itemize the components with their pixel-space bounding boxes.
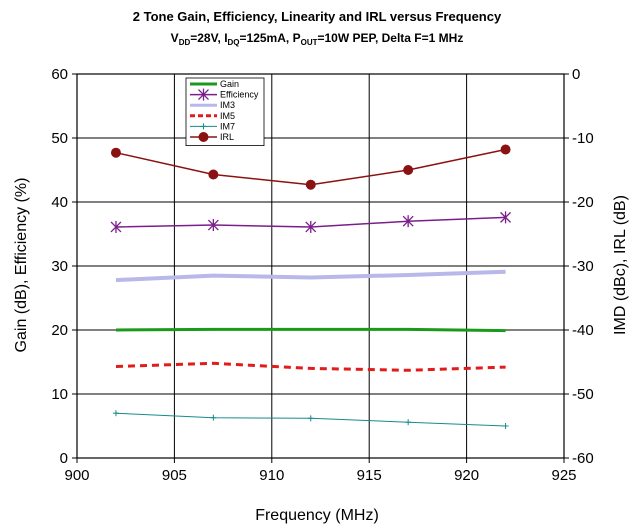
data-point-im7 [112, 410, 119, 417]
legend-label-im5: IM5 [220, 111, 235, 121]
legend-marker-im7 [200, 123, 207, 130]
data-point-efficiency [500, 211, 512, 224]
subtitle-vdd: V [171, 31, 179, 45]
x-tick-label: 915 [357, 467, 382, 484]
data-point-im7 [502, 423, 509, 429]
y-left-tick-label: 30 [51, 258, 68, 275]
data-point-efficiency [305, 220, 317, 233]
y-right-tick-label: -40 [572, 322, 594, 339]
legend-label-efficiency: Efficiency [220, 90, 259, 100]
data-point-im7 [307, 415, 314, 422]
x-tick-label: 910 [259, 467, 284, 484]
data-point-im7 [405, 419, 412, 426]
subtitle-vdd-rest: =28V, [190, 31, 224, 45]
subtitle-pout: P [293, 31, 301, 45]
legend-label-irl: IRL [220, 132, 234, 142]
series-layer [110, 144, 512, 429]
y-right-tick-label: -50 [572, 386, 594, 403]
y-axis-title-right: IMD (dBc), IRL (dB) [612, 195, 629, 335]
subtitle-vdd-sub: DD [179, 38, 191, 47]
subtitle-pout-rest: =10W PEP, Delta F=1 MHz [317, 31, 463, 45]
subtitle-idq-sub: DQ [228, 38, 240, 47]
grid [77, 74, 564, 458]
subtitle-idq: I [224, 31, 227, 45]
legend-marker-efficiency [198, 88, 209, 101]
y-right-tick-label: -60 [572, 450, 594, 467]
y-left-tick-label: 40 [51, 194, 68, 211]
data-point-irl [500, 144, 511, 155]
legend-label-im7: IM7 [220, 121, 235, 131]
data-point-im7 [210, 414, 217, 421]
chart-title: 2 Tone Gain, Efficiency, Linearity and I… [133, 9, 502, 24]
data-point-efficiency [110, 220, 122, 233]
series-line-im5 [115, 361, 506, 372]
data-point-irl [403, 165, 414, 175]
x-tick-label: 920 [454, 467, 479, 484]
chart-subtitle: VDD=28V, IDQ=125mA, POUT=10W PEP, Delta … [171, 31, 464, 47]
y-left-tick-label: 60 [51, 66, 68, 83]
y-right-tick-label: -20 [572, 194, 594, 211]
subtitle-idq-rest: =125mA, [240, 31, 293, 45]
legend-marker-irl [198, 132, 209, 142]
legend-label-im3: IM3 [220, 100, 235, 110]
y-axis-title-left: Gain (dB), Efficiency (%) [13, 178, 30, 353]
subtitle-pout-sub: OUT [301, 38, 318, 47]
data-point-irl [305, 179, 316, 190]
series-line-im3 [115, 269, 506, 283]
x-axis-title: Frequency (MHz) [255, 507, 379, 524]
y-left-tick-label: 10 [51, 386, 68, 403]
data-point-irl [208, 169, 219, 180]
x-tick-label: 905 [162, 467, 187, 484]
y-right-tick-label: -30 [572, 258, 594, 275]
x-tick-label: 900 [64, 467, 89, 484]
y-left-tick-label: 0 [60, 450, 68, 467]
y-left-tick-label: 50 [51, 130, 68, 147]
y-left-tick-label: 20 [51, 322, 68, 339]
y-right-tick-label: -10 [572, 130, 594, 147]
legend-label-gain: Gain [220, 79, 239, 89]
y-right-tick-label: 0 [572, 66, 580, 83]
x-tick-label: 925 [551, 467, 576, 484]
data-point-efficiency [402, 215, 414, 228]
data-point-irl [110, 147, 121, 158]
series-line-gain [115, 327, 506, 333]
data-point-efficiency [207, 219, 219, 232]
ticks: 900 905 910 915 920 925 0 10 20 30 40 50 60 -60 -50 -40… [51, 66, 593, 484]
